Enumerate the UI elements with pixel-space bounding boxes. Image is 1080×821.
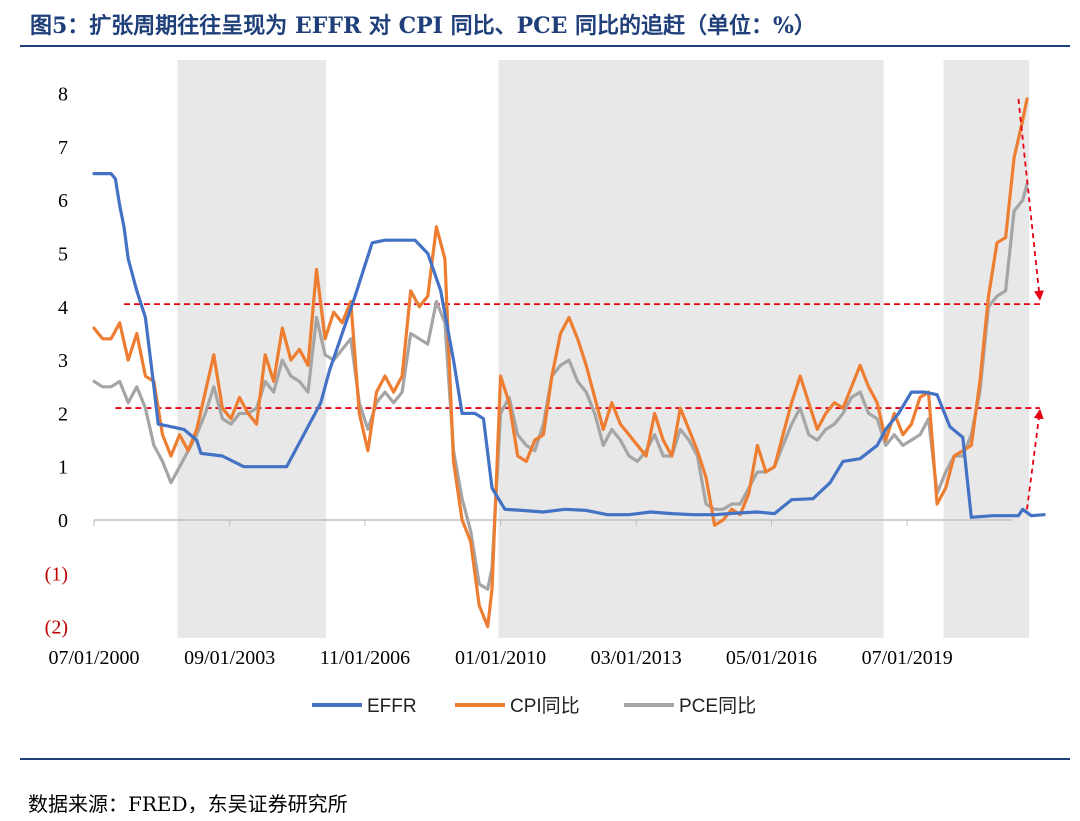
y-tick-label: (1) <box>45 563 68 585</box>
x-tick-label: 07/01/2019 <box>862 647 953 669</box>
x-tick-label: 03/01/2013 <box>591 647 682 669</box>
y-tick-label: 6 <box>58 190 68 212</box>
x-tick-label: 11/01/2006 <box>320 647 410 669</box>
trend-arrow-1 <box>1017 98 1044 301</box>
shaded-period-1 <box>177 60 326 638</box>
legend-label-effr: EFFR <box>367 696 417 717</box>
y-tick-label: 5 <box>58 244 68 266</box>
y-tick-label: (2) <box>45 617 68 639</box>
y-tick-label: 0 <box>58 510 68 532</box>
arrows <box>1017 98 1044 510</box>
shaded-periods <box>177 60 1030 638</box>
trend-arrow-2 <box>1026 408 1044 510</box>
legend-label-pce: PCE同比 <box>679 695 756 717</box>
x-tick-label: 09/01/2003 <box>184 647 275 669</box>
y-tick-label: 1 <box>58 457 68 479</box>
source-divider <box>20 758 1070 760</box>
x-tick-label: 07/01/2000 <box>48 647 139 669</box>
figure-title: 图5：扩张周期往往呈现为 EFFR 对 CPI 同比、PCE 同比的追赶（单位：… <box>30 13 816 39</box>
y-tick-label: 7 <box>58 137 68 159</box>
y-tick-label: 2 <box>58 403 68 425</box>
y-tick-label: 8 <box>58 84 68 106</box>
series-line-effr <box>92 172 1046 519</box>
y-tick-label: 4 <box>58 297 68 319</box>
series-lines <box>92 97 1046 629</box>
chart-legend: EFFR CPI同比 PCE同比 <box>312 695 756 717</box>
chart-axes: (2) (1) 0 1 2 3 4 5 6 7 8 07/01/2000 09/01/2003 11/01… <box>45 84 1012 669</box>
reference-lines <box>115 303 1040 409</box>
data-source: 数据来源：FRED，东吴证券研究所 <box>28 792 348 816</box>
shaded-period-2 <box>498 60 884 638</box>
series-line-pce <box>92 182 1029 591</box>
series-line-cpi <box>92 97 1029 629</box>
title-divider <box>20 45 1070 47</box>
y-tick-label: 3 <box>58 350 68 372</box>
x-tick-label: 01/01/2010 <box>455 647 546 669</box>
x-tick-label: 05/01/2016 <box>726 647 817 669</box>
legend-label-cpi: CPI同比 <box>510 695 580 717</box>
